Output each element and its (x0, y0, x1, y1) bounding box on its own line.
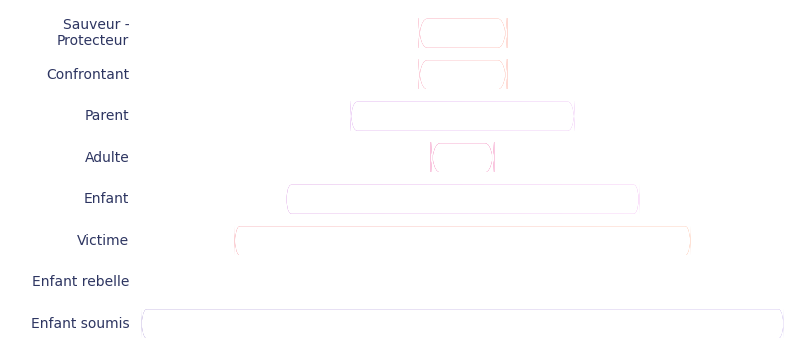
Text: Parent: Parent (84, 109, 129, 123)
Text: 100%: 100% (442, 317, 481, 330)
FancyBboxPatch shape (417, 0, 507, 69)
Text: 35%: 35% (447, 110, 477, 123)
Text: Enfant rebelle: Enfant rebelle (32, 275, 129, 289)
FancyBboxPatch shape (430, 122, 494, 193)
FancyBboxPatch shape (349, 94, 574, 139)
Text: Adulte: Adulte (84, 151, 129, 165)
Text: 14%: 14% (447, 68, 477, 81)
Text: Confrontant: Confrontant (46, 68, 129, 82)
FancyBboxPatch shape (285, 185, 638, 214)
Text: 14%: 14% (447, 27, 477, 40)
Text: Sauveur -
Protecteur: Sauveur - Protecteur (57, 18, 129, 48)
FancyBboxPatch shape (234, 226, 690, 255)
Text: 71%: 71% (447, 234, 477, 247)
FancyBboxPatch shape (417, 39, 507, 110)
Text: 55%: 55% (447, 193, 477, 206)
FancyBboxPatch shape (141, 309, 783, 338)
Text: Enfant soumis: Enfant soumis (31, 317, 129, 331)
Text: 10%: 10% (447, 151, 477, 164)
Text: Victime: Victime (77, 234, 129, 248)
Text: Enfant: Enfant (84, 192, 129, 206)
